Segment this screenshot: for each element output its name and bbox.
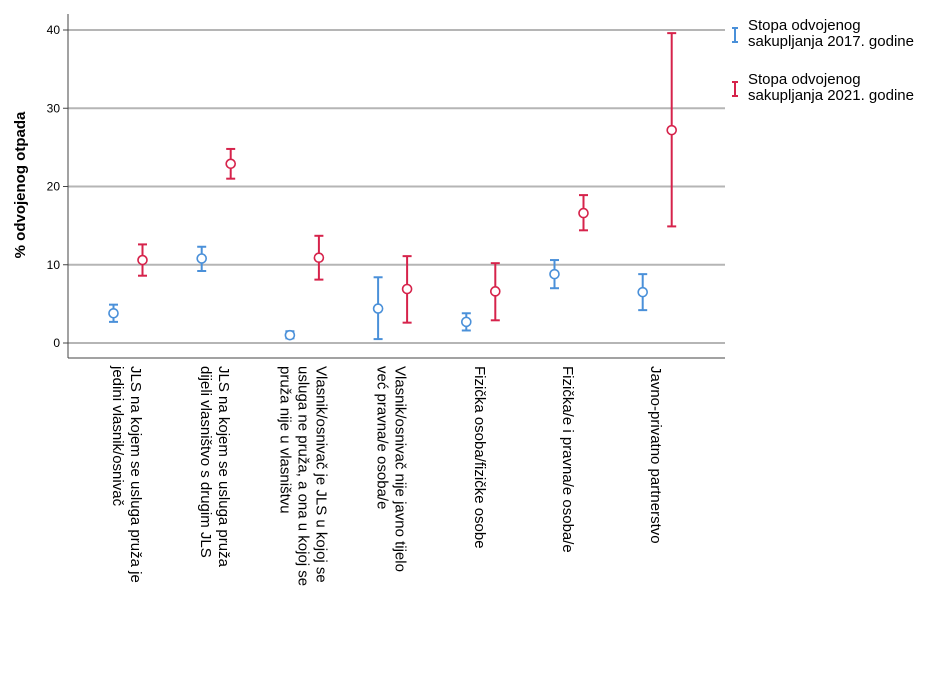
category-label-line: dijeli vlasništvo s drugim JLS — [197, 366, 214, 558]
category-label-line: Javno-privatno partnerstvo — [647, 366, 664, 544]
mean-point — [313, 252, 325, 264]
y-tick-labels: 0 10 20 30 40 — [47, 23, 61, 350]
gridlines — [68, 29, 725, 344]
mean-point — [489, 286, 501, 297]
y-tick-label: 10 — [47, 258, 61, 272]
mean-point — [196, 253, 207, 264]
mean-point — [372, 303, 384, 314]
category-label-line: Vlasnik/osnivač nije javno tijelo — [392, 366, 409, 572]
mean-point — [284, 329, 296, 341]
mean-point — [578, 207, 589, 219]
legend-label: Stopa odvojenog — [748, 71, 861, 88]
category-label-line: već pravna/e osoba/e — [374, 366, 391, 509]
error-bars — [108, 32, 678, 341]
category-label: Fizička/e i pravna/e osoba/e — [559, 366, 576, 553]
series-2-errorbars — [137, 32, 678, 324]
y-axis-label: % odvojenog otpada — [12, 111, 29, 258]
legend-label: Stopa odvojenog — [748, 17, 861, 34]
mean-point — [549, 268, 560, 280]
legend-label: sakupljanja 2017. godine — [748, 33, 914, 50]
mean-point — [401, 283, 413, 295]
y-tick-label: 30 — [47, 101, 61, 115]
legend-label: sakupljanja 2021. godine — [748, 87, 914, 104]
axes — [63, 14, 725, 359]
category-label-line: Fizička/e i pravna/e osoba/e — [559, 366, 576, 553]
mean-point — [225, 158, 236, 170]
mean-point — [637, 286, 649, 298]
category-label-line: JLS na kojem se usluga pruža je — [127, 366, 144, 583]
y-tick-label: 40 — [47, 23, 61, 37]
category-label-line: pruža nije u vlasništvu — [276, 366, 293, 514]
y-tick-label: 20 — [47, 180, 61, 194]
mean-point — [137, 254, 148, 266]
category-label: Vlasnik/osnivač je JLS u kojoj seusluga … — [276, 366, 329, 586]
mean-point — [666, 124, 678, 136]
category-label-line: Vlasnik/osnivač je JLS u kojoj se — [312, 366, 329, 583]
category-label-line: JLS na kojem se usluga pruža — [215, 366, 232, 568]
category-label-line: jedini vlasnik/osnivač — [109, 365, 126, 507]
mean-point — [108, 307, 119, 319]
y-tick-label: 0 — [53, 336, 60, 350]
category-label: Javno-privatno partnerstvo — [647, 366, 664, 544]
mean-point — [460, 316, 472, 328]
category-label: Fizička osoba/fizičke osobe — [471, 366, 488, 549]
category-label-line: Fizička osoba/fizičke osobe — [471, 366, 488, 549]
series-1-errorbars — [108, 245, 649, 341]
category-label-line: usluga ne pruža, a ona u kojoj se — [294, 366, 311, 586]
